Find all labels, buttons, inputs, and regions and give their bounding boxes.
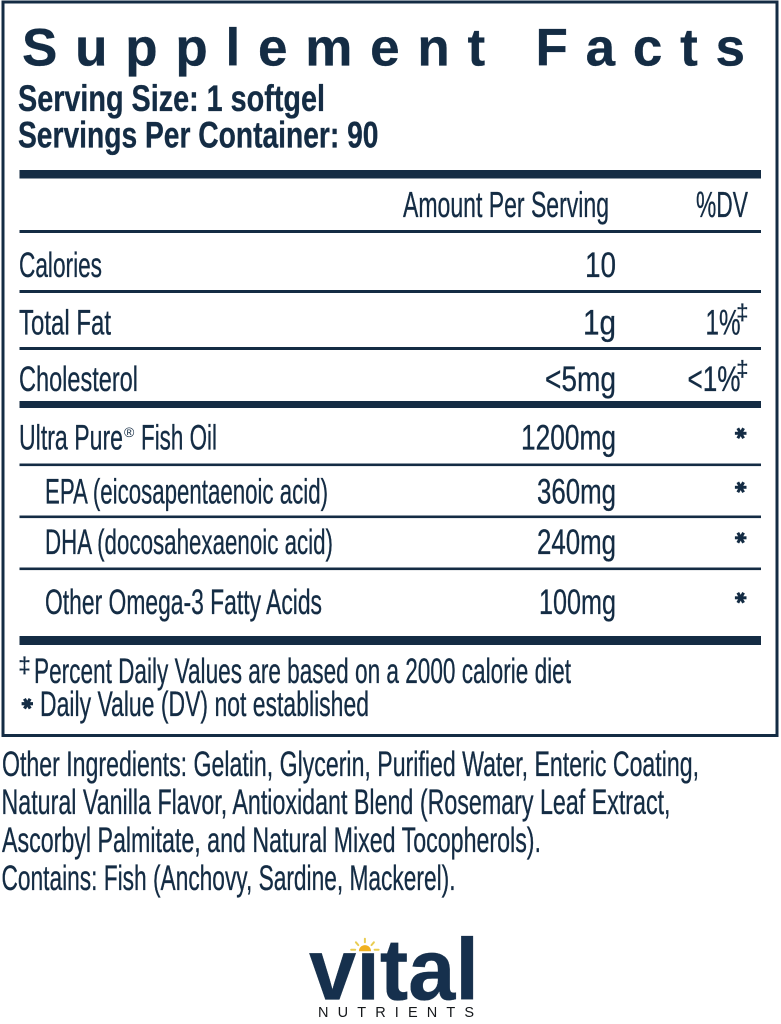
svg-text:Percent Daily Values are based: Percent Daily Values are based on a 2000…	[34, 652, 571, 691]
svg-text:1%: 1%	[706, 304, 741, 343]
svg-text:®: ®	[124, 424, 135, 440]
svg-text:Ultra Pure: Ultra Pure	[19, 419, 123, 458]
svg-text:%DV: %DV	[696, 184, 748, 225]
svg-text:Calories: Calories	[19, 246, 102, 285]
svg-text:‡: ‡	[736, 356, 748, 381]
svg-text:vıtal: vıtal	[309, 922, 479, 1019]
svg-text:Cholesterol: Cholesterol	[19, 360, 138, 399]
svg-text:Other Ingredients: Gelatin, Gl: Other Ingredients: Gelatin, Glycerin, Pu…	[2, 745, 699, 784]
svg-text:Other Omega-3 Fatty Acids: Other Omega-3 Fatty Acids	[45, 583, 322, 622]
svg-text:EPA (eicosapentaenoic acid): EPA (eicosapentaenoic acid)	[45, 473, 328, 512]
svg-text:Daily Value (DV) not establish: Daily Value (DV) not established	[40, 685, 369, 724]
svg-text:Contains: Fish (Anchovy, Sardi: Contains: Fish (Anchovy, Sardine, Macker…	[2, 859, 456, 898]
svg-text:Natural Vanilla Flavor, Antiox: Natural Vanilla Flavor, Antioxidant Blen…	[2, 783, 671, 822]
svg-text:Fish Oil: Fish Oil	[141, 419, 217, 458]
svg-text:‡: ‡	[18, 653, 31, 678]
svg-text:10: 10	[585, 246, 616, 285]
svg-text:Serving Size: 1 softgel: Serving Size: 1 softgel	[18, 78, 325, 119]
svg-text:<5mg: <5mg	[545, 360, 616, 399]
svg-text:Supplement Facts: Supplement Facts	[22, 19, 763, 78]
svg-text:NUTRIENTS: NUTRIENTS	[318, 1005, 481, 1021]
svg-text:240mg: 240mg	[537, 523, 616, 562]
svg-text:Ascorbyl Palmitate, and Natura: Ascorbyl Palmitate, and Natural Mixed To…	[2, 821, 541, 860]
svg-text:100mg: 100mg	[539, 583, 616, 622]
svg-text:Amount Per Serving: Amount Per Serving	[403, 184, 609, 225]
svg-text:<1%: <1%	[688, 360, 741, 399]
svg-text:Total Fat: Total Fat	[19, 304, 111, 343]
svg-text:1g: 1g	[583, 304, 616, 343]
svg-text:1200mg: 1200mg	[521, 419, 616, 458]
svg-text:Servings Per Container: 90: Servings Per Container: 90	[18, 115, 379, 156]
svg-text:DHA (docosahexaenoic acid): DHA (docosahexaenoic acid)	[45, 523, 333, 562]
svg-text:‡: ‡	[736, 300, 748, 325]
svg-text:360mg: 360mg	[537, 473, 616, 512]
